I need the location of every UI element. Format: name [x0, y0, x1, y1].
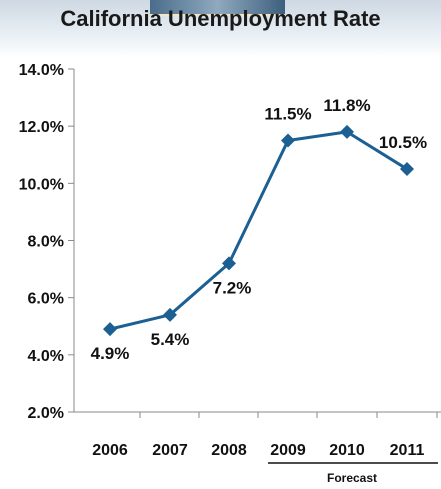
data-label: 11.8% — [323, 96, 370, 115]
data-point — [103, 322, 117, 337]
x-tick-label: 2009 — [270, 442, 306, 459]
x-tick-label: 2007 — [152, 442, 188, 459]
data-label: 4.9% — [91, 344, 130, 363]
y-tick-label: 8.0% — [28, 234, 64, 251]
chart-title: California Unemployment Rate — [60, 6, 381, 31]
book-illustration — [150, 0, 285, 16]
x-tick-label: 2011 — [390, 442, 425, 459]
x-tick-label: 2006 — [92, 442, 128, 459]
y-tick-label: 12.0% — [19, 119, 64, 136]
data-label: 11.5% — [264, 104, 311, 123]
title-banner — [0, 0, 441, 58]
y-tick-label: 10.0% — [19, 176, 64, 193]
y-tick-label: 6.0% — [28, 291, 64, 308]
x-tick-label: 2010 — [329, 442, 365, 459]
data-point — [163, 307, 177, 322]
data-point — [340, 124, 354, 139]
y-tick-label: 14.0% — [19, 62, 64, 79]
series-line — [109, 130, 408, 331]
data-label: 10.5% — [379, 133, 427, 152]
data-point — [222, 256, 236, 271]
data-point — [400, 162, 414, 177]
data-label: 7.2% — [213, 278, 252, 297]
forecast-label: Forecast — [327, 471, 377, 485]
data-label: 5.4% — [151, 330, 190, 349]
x-tick-label: 2008 — [211, 442, 247, 459]
y-tick-label: 2.0% — [28, 405, 64, 422]
y-tick-label: 4.0% — [28, 348, 64, 365]
data-point — [281, 133, 295, 148]
